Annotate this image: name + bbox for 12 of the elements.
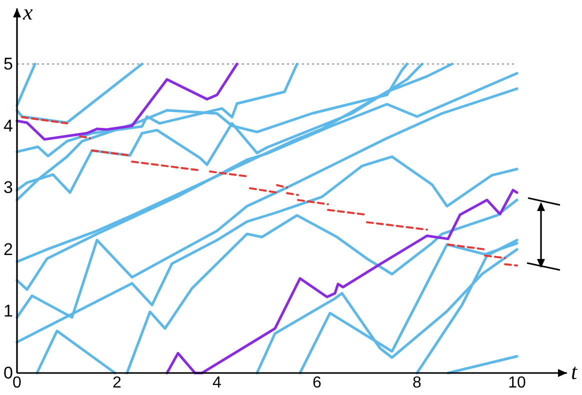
y-tick-label: 3 <box>4 178 13 198</box>
y-tick-label: 1 <box>4 302 13 321</box>
x-tick-label: 10 <box>508 374 526 392</box>
y-axis-title: x <box>22 0 33 24</box>
y-tick-label: 2 <box>4 240 13 259</box>
x-tick-label: 2 <box>112 374 122 392</box>
y-tick-label: 4 <box>4 116 13 136</box>
x-tick-label: 6 <box>312 374 322 392</box>
x-axis-title: t <box>571 359 578 384</box>
x-tick-label: 8 <box>412 374 422 392</box>
y-tick-label: 5 <box>4 54 13 74</box>
x-tick-label: 4 <box>212 374 222 392</box>
